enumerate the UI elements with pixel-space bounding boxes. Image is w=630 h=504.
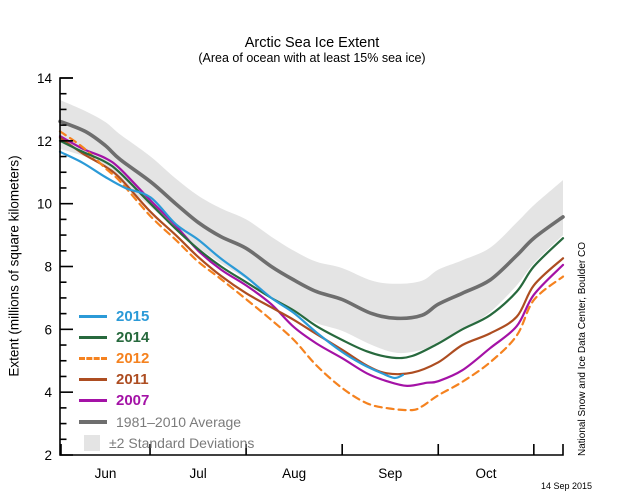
x-month-label: Sep bbox=[378, 466, 402, 481]
legend-swatch-2011 bbox=[79, 378, 107, 381]
legend-swatch-2012 bbox=[79, 357, 107, 360]
date-stamp: 14 Sep 2015 bbox=[540, 481, 592, 491]
legend-item-2007: 2007 bbox=[79, 390, 254, 411]
legend-label-2011: 2011 bbox=[116, 371, 149, 388]
legend-label-average: 1981–2010 Average bbox=[116, 413, 242, 430]
legend-label-2007: 2007 bbox=[116, 392, 150, 409]
y-tick-label: 10 bbox=[37, 197, 52, 212]
legend-swatch-2015 bbox=[79, 315, 107, 318]
series-line-2012 bbox=[58, 130, 565, 412]
legend-swatch-2007 bbox=[79, 399, 107, 402]
std-dev-band bbox=[60, 100, 563, 354]
legend-item-2015: 2015 bbox=[79, 306, 254, 327]
chart-title: Arctic Sea Ice Extent bbox=[244, 35, 380, 51]
legend-item-2014: 2014 bbox=[79, 327, 254, 348]
legend-label-2012: 2012 bbox=[116, 350, 150, 367]
x-month-label: Jun bbox=[95, 466, 117, 481]
y-tick-label: 2 bbox=[44, 448, 52, 463]
legend-item-2011: 2011 bbox=[79, 369, 254, 390]
legend-item-average: 1981–2010 Average bbox=[79, 411, 254, 432]
y-tick-label: 12 bbox=[37, 134, 52, 149]
y-tick-label: 6 bbox=[44, 322, 52, 337]
legend-label-2014: 2014 bbox=[116, 329, 150, 346]
series-line-2007 bbox=[58, 135, 565, 388]
data-center-credit: National Snow and Ice Data Center, Bould… bbox=[577, 241, 588, 456]
y-tick-label: 4 bbox=[44, 385, 52, 400]
series-line-2015 bbox=[58, 150, 405, 380]
series-line-2014 bbox=[58, 139, 565, 360]
series-line-2011 bbox=[58, 136, 565, 376]
x-month-label: Jul bbox=[189, 466, 206, 481]
legend-swatch-average bbox=[79, 419, 107, 424]
x-month-label: Oct bbox=[476, 466, 497, 481]
y-tick-label: 14 bbox=[37, 71, 53, 86]
legend-item-std-dev: ±2 Standard Deviations bbox=[79, 432, 254, 453]
legend-label-2015: 2015 bbox=[116, 308, 150, 325]
legend-swatch-std-dev bbox=[84, 434, 100, 451]
legend-item-2012: 2012 bbox=[79, 348, 254, 369]
chart-subtitle: (Area of ocean with at least 15% sea ice… bbox=[198, 51, 426, 65]
y-tick-label: 8 bbox=[44, 260, 52, 275]
series-line-1981-2010-Average bbox=[58, 119, 565, 321]
legend-label-std-dev: ±2 Standard Deviations bbox=[109, 434, 255, 451]
chart-legend: 2015 2014 2012 2011 2007 1981–2010 Avera… bbox=[79, 306, 254, 453]
x-month-label: Aug bbox=[282, 466, 306, 481]
legend-swatch-2014 bbox=[79, 336, 107, 339]
